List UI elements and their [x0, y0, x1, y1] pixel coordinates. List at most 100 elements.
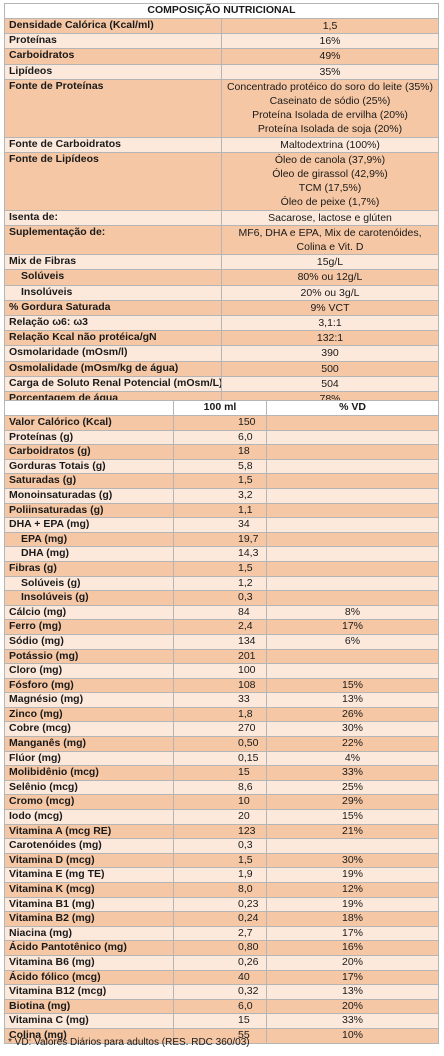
- nutrient-label: Flúor (mg): [4, 750, 174, 767]
- nutrient-label: Zinco (mg): [4, 706, 174, 723]
- composition-value: 132:1: [221, 330, 439, 347]
- nutrient-vd: 20%: [266, 954, 439, 971]
- nutrition-header-row: 100 ml % VD: [4, 400, 439, 416]
- nutrition-row: Vitamina B6 (mg) 0,26 20%: [4, 954, 439, 971]
- composition-row: Insolúveis 20% ou 3g/L: [4, 284, 439, 301]
- nutrient-amount: 1,5: [173, 473, 267, 489]
- nutrition-row: Vitamina E (mg TE) 1,9 19%: [4, 867, 439, 883]
- composition-row: Fonte de Proteínas Concentrado protéico d…: [4, 78, 439, 138]
- composition-label: Densidade Calórica (Kcal/ml): [4, 17, 222, 35]
- nutrient-amount: 18: [173, 444, 267, 460]
- composition-value-line: 49%: [319, 50, 341, 63]
- nutrient-label: Cromo (mcg): [4, 794, 174, 811]
- nutrient-vd: 17%: [266, 969, 439, 986]
- nutrient-label: Potássio (mg): [4, 648, 174, 665]
- nutrient-vd: [266, 415, 439, 431]
- composition-value-line: Concentrado protéico do soro do leite (3…: [226, 80, 434, 93]
- nutrition-row: Carotenóides (mg) 0,3: [4, 838, 439, 854]
- nutrition-row: Gorduras Totais (g) 5,8: [4, 458, 439, 475]
- nutrient-amount: 14,3: [173, 546, 267, 562]
- nutrition-row: Valor Calórico (Kcal) 150: [4, 415, 439, 431]
- composition-row: Isenta de: Sacarose, lactose e glúten: [4, 209, 439, 226]
- composition-value-line: 35%: [319, 65, 341, 78]
- composition-value: 80% ou 12g/L: [221, 269, 439, 286]
- composition-label: Insolúveis: [4, 284, 222, 301]
- nutrient-amount: 0,32: [173, 984, 267, 1000]
- composition-value: 16%: [221, 33, 439, 50]
- nutrition-row: Iodo (mcg) 20 15%: [4, 809, 439, 825]
- nutrient-amount: 0,15: [173, 750, 267, 767]
- nutrient-amount: 1,9: [173, 867, 267, 883]
- nutrition-row: Vitamina B1 (mg) 0,23 19%: [4, 896, 439, 913]
- composition-value: 9% VCT: [221, 299, 439, 317]
- nutrient-amount: 0,24: [173, 911, 267, 927]
- composition-label: Suplementação de:: [4, 224, 222, 256]
- nutrition-row: Vitamina A (mcg RE) 123 21%: [4, 823, 439, 840]
- nutrient-amount: 270: [173, 721, 267, 738]
- nutrition-row: Niacina (mg) 2,7 17%: [4, 925, 439, 942]
- nutrition-row: Carboidratos (g) 18: [4, 444, 439, 460]
- nutrient-vd: 33%: [266, 765, 439, 781]
- composition-value: 20% ou 3g/L: [221, 284, 439, 301]
- nutrient-amount: 34: [173, 517, 267, 533]
- nutrition-row: Cobre (mcg) 270 30%: [4, 721, 439, 738]
- nutrition-row: Cálcio (mg) 84 8%: [4, 604, 439, 621]
- nutrient-amount: 1,2: [173, 575, 267, 592]
- composition-label: Fonte de Lipídeos: [4, 151, 222, 211]
- nutrition-row: Fósforo (mg) 108 15%: [4, 677, 439, 694]
- nutrition-header-vd: % VD: [266, 400, 439, 416]
- nutrient-label: Carotenóides (mg): [4, 838, 174, 854]
- nutrient-amount: 134: [173, 633, 267, 650]
- nutrient-vd: 19%: [266, 896, 439, 913]
- nutrient-label: EPA (mg): [4, 531, 174, 548]
- composition-value: 390: [221, 345, 439, 362]
- composition-value-line: 504: [321, 377, 339, 390]
- composition-label: Solúveis: [4, 269, 222, 286]
- nutrition-row: Biotina (mg) 6,0 20%: [4, 998, 439, 1015]
- nutrient-vd: [266, 502, 439, 519]
- nutrient-label: Magnésio (mg): [4, 692, 174, 708]
- composition-value: 15g/L: [221, 254, 439, 271]
- nutrition-row: Monoinsaturadas (g) 3,2: [4, 487, 439, 504]
- composition-label: Carga de Soluto Renal Potencial (mOsm/L): [4, 375, 222, 393]
- nutrient-amount: 123: [173, 823, 267, 840]
- nutrition-row: EPA (mg) 19,7: [4, 531, 439, 548]
- nutrient-amount: 15: [173, 1013, 267, 1029]
- nutrition-row: DHA (mg) 14,3: [4, 546, 439, 562]
- composition-value-line: 9% VCT: [310, 301, 350, 314]
- composition-value-line: Óleo de canola (37,9%): [274, 153, 386, 166]
- nutrient-amount: 8,6: [173, 779, 267, 796]
- nutrient-amount: 55: [173, 1027, 267, 1044]
- nutrient-vd: [266, 473, 439, 489]
- nutrient-label: Niacina (mg): [4, 925, 174, 942]
- composition-label: Carboidratos: [4, 48, 222, 65]
- nutrient-vd: 18%: [266, 911, 439, 927]
- composition-label: Isenta de:: [4, 209, 222, 226]
- nutrient-vd: 21%: [266, 823, 439, 840]
- nutrient-label: Fibras (g): [4, 560, 174, 577]
- nutrition-row: Solúveis (g) 1,2: [4, 575, 439, 592]
- nutrient-vd: [266, 429, 439, 446]
- nutrient-label: Iodo (mcg): [4, 809, 174, 825]
- composition-label: Relação Kcal não protéica/gN: [4, 330, 222, 347]
- composition-value-line: MF6, DHA e EPA, Mix de carotenóides,: [238, 226, 422, 239]
- composition-value: 504: [221, 375, 439, 393]
- nutrition-header-nutrient: [4, 400, 174, 416]
- nutrition-row: DHA + EPA (mg) 34: [4, 517, 439, 533]
- nutrient-label: Vitamina B2 (mg): [4, 911, 174, 927]
- nutrient-vd: 22%: [266, 736, 439, 752]
- composition-value-line: 16%: [319, 35, 341, 48]
- nutrient-amount: 6,0: [173, 998, 267, 1015]
- nutrient-label: Vitamina A (mcg RE): [4, 823, 174, 840]
- composition-value-line: 3,1:1: [318, 317, 342, 330]
- nutrient-label: Cobre (mcg): [4, 721, 174, 738]
- composition-value: Maltodextrina (100%): [221, 136, 439, 153]
- nutrient-amount: 1,1: [173, 502, 267, 519]
- nutrient-label: Carboidratos (g): [4, 444, 174, 460]
- composition-row: Solúveis 80% ou 12g/L: [4, 269, 439, 286]
- composition-row: Proteínas 16%: [4, 33, 439, 50]
- composition-value-line: 390: [321, 347, 339, 360]
- nutrient-label: Vitamina E (mg TE): [4, 867, 174, 883]
- nutrient-label: Vitamina C (mg): [4, 1013, 174, 1029]
- nutrient-vd: 4%: [266, 750, 439, 767]
